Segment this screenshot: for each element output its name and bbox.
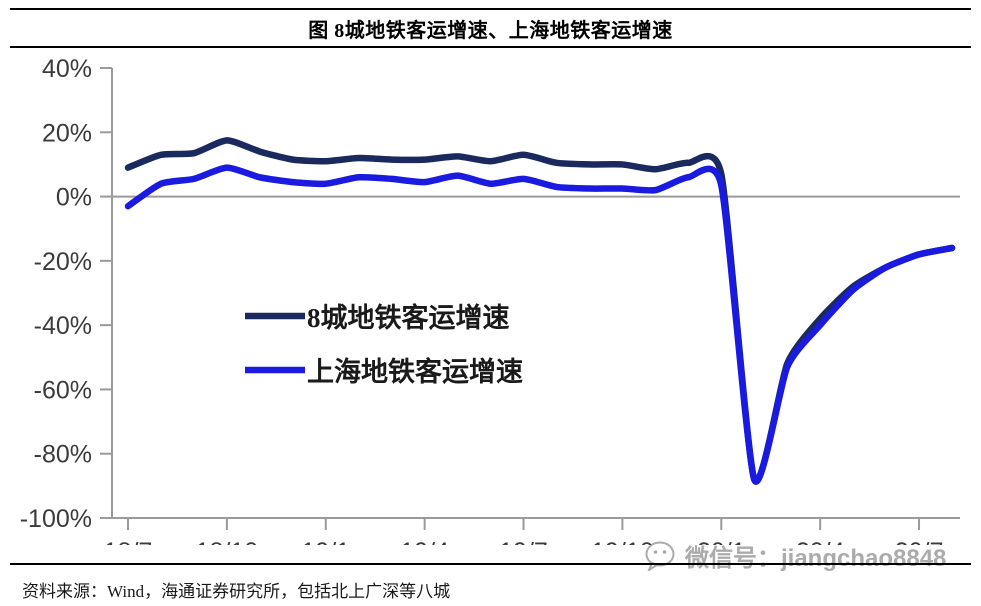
x-axis-tick-label: 19/7 [499,538,548,545]
chart-series [124,137,956,485]
line-chart: 40%20%0%-20%-40%-60%-80%-100% 18/718/101… [20,55,960,545]
chart-container: 40%20%0%-20%-40%-60%-80%-100% 18/718/101… [0,48,981,545]
x-axis-tick-labels: 18/7 18/10 19/1 19/4 19/7 19/10 20/1 20/4 20/7 [104,538,944,545]
footer-bar: 资料来源：Wind，海通证券研究所，包括北上广深等八城 [10,563,971,606]
legend-label-shanghai: 上海地铁客运增速 [307,356,523,387]
x-axis-tick-label: 19/10 [591,538,654,545]
x-axis-tick-label: 19/1 [301,538,350,545]
page-title: 图 8城地铁客运增速、上海地铁客运增速 [308,19,673,42]
x-axis-tick-label: 18/10 [196,538,259,545]
series-line-8city [124,137,956,485]
x-axis-tick-label: 20/1 [697,538,746,545]
y-axis-tick-label: -60% [34,376,92,404]
y-axis-tick-label: -100% [20,505,92,533]
x-axis-tick-label: 19/4 [400,538,449,545]
y-axis-tick-label: -20% [34,248,92,276]
y-axis-tick-label: -80% [34,441,92,469]
y-axis-tick-label: 0% [56,184,92,212]
x-axis-tick-label: 20/4 [796,538,845,545]
title-bar: 图 8城地铁客运增速、上海地铁客运增速 [10,8,971,48]
series-line-shanghai [124,164,956,485]
x-axis-tick-label: 20/7 [895,538,944,545]
y-axis-tick-label: -40% [34,312,92,340]
y-axis-tick-labels: 40% 20% 0% -20% -40% -60% -80% -100% [20,55,92,533]
y-axis-tick-label: 20% [42,119,92,147]
legend-label-8city: 8城地铁客运增速 [307,302,510,333]
x-axis-tick-label: 18/7 [104,538,153,545]
source-note: 资料来源：Wind，海通证券研究所，包括北上广深等八城 [22,582,451,601]
chart-axes [100,67,960,530]
y-axis-tick-label: 40% [42,55,92,83]
